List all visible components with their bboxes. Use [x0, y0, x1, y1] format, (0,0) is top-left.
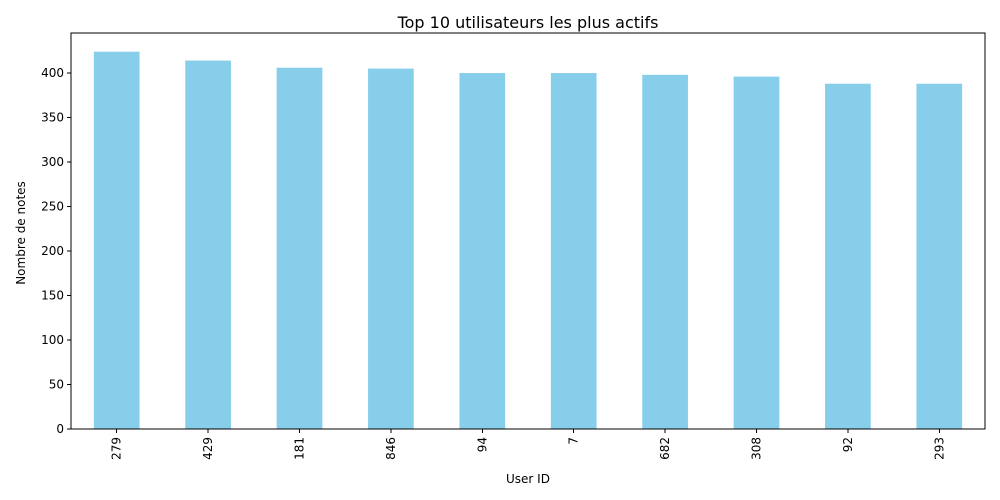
- y-tick-label: 50: [49, 378, 64, 392]
- bar-429: [185, 60, 231, 429]
- y-tick-label: 100: [41, 333, 64, 347]
- x-tick-label: 7: [567, 437, 581, 445]
- x-tick-label: 279: [110, 437, 124, 460]
- y-axis-label: Nombre de notes: [14, 181, 28, 285]
- bar-7: [550, 73, 597, 429]
- y-tick-label: 350: [41, 111, 64, 125]
- bar-293: [916, 83, 963, 429]
- y-tick-label: 200: [41, 244, 64, 258]
- x-tick-label: 682: [658, 437, 672, 460]
- y-tick-label: 400: [41, 66, 64, 80]
- plot-area: 279 429 181 846 94 7 682 308 92 293 0 50 100 150 200 25…: [41, 32, 986, 460]
- y-tick-label: 300: [41, 155, 64, 169]
- x-axis-label: User ID: [506, 472, 550, 486]
- x-tick-label: 94: [475, 437, 489, 452]
- x-tick-label: 308: [750, 437, 764, 460]
- x-tick-label: 92: [841, 437, 855, 452]
- plot-frame: [70, 32, 986, 430]
- bar-308: [733, 76, 780, 429]
- y-tick-label: 0: [56, 422, 64, 436]
- bar-279: [93, 51, 140, 429]
- y-tick-label: 150: [41, 289, 64, 303]
- bar-92: [825, 83, 871, 429]
- x-tick-label: 846: [384, 437, 398, 460]
- bar-846: [368, 68, 414, 429]
- bar-94: [459, 73, 506, 429]
- chart-title: Top 10 utilisateurs les plus actifs: [397, 13, 659, 32]
- y-tick-label: 250: [41, 200, 64, 214]
- bar-682: [642, 74, 688, 430]
- x-tick-label: 181: [293, 437, 307, 460]
- x-tick-label: 429: [201, 437, 215, 460]
- bar-181: [276, 67, 323, 429]
- x-tick-label: 293: [932, 437, 946, 460]
